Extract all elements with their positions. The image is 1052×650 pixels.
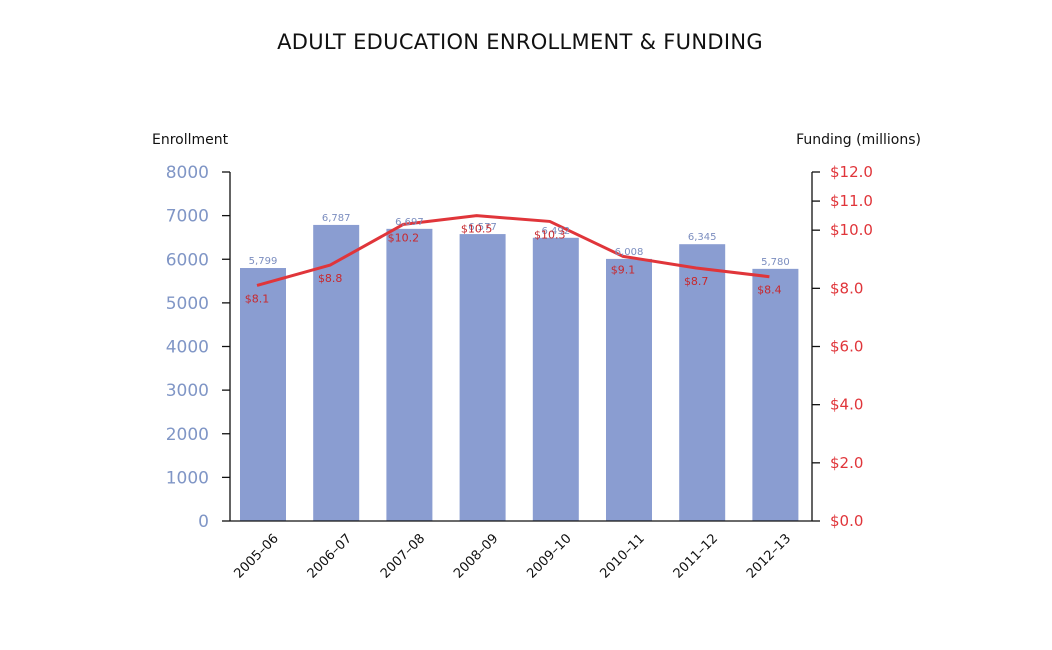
- enrollment-bar: [606, 258, 652, 521]
- labels-layer: 5,799 6,787 6,697 6,577 6,492 6,008 6,345 5,780…: [245, 213, 790, 306]
- x-tick-label: 2012–13: [744, 531, 794, 581]
- x-tick-label: 2005–06: [232, 531, 282, 581]
- left-tick-label: 1000: [166, 468, 209, 488]
- bar-value-label: 6,008: [615, 247, 644, 258]
- bar-value-label: 5,799: [249, 256, 278, 267]
- right-tick-label: $2.0: [830, 454, 863, 472]
- bar-value-label: 6,492: [541, 226, 570, 237]
- right-axis-title: Funding (millions): [796, 132, 921, 148]
- x-tick-label: 2010–11: [598, 531, 648, 581]
- chart-title: ADULT EDUCATION ENROLLMENT & FUNDING: [277, 30, 763, 54]
- enrollment-bar: [459, 234, 506, 521]
- right-tick-label: $4.0: [830, 396, 863, 414]
- enrollment-bar: [386, 228, 433, 521]
- x-tick-label: 2011–12: [671, 531, 721, 581]
- bar-value-label: 6,577: [468, 222, 497, 233]
- x-tick-label: 2008–09: [451, 531, 501, 581]
- left-tick-label: 7000: [166, 207, 209, 227]
- left-tick-label: 2000: [166, 425, 209, 445]
- bar-value-label: 6,345: [688, 232, 717, 243]
- x-tick-label: 2007–08: [378, 531, 428, 581]
- left-tick-label: 4000: [166, 338, 209, 358]
- bars-layer: [240, 224, 799, 522]
- bar-value-label: 6,697: [395, 217, 424, 228]
- line-value-label: $8.4: [757, 284, 782, 297]
- line-value-label: $10.2: [388, 231, 420, 244]
- bar-value-label: 5,780: [761, 257, 790, 268]
- left-tick-label: 3000: [166, 381, 209, 401]
- right-tick-label: $11.0: [830, 192, 873, 210]
- funding-line: [256, 214, 770, 287]
- line-value-label: $10.5: [461, 223, 493, 236]
- enrollment-bar: [679, 244, 726, 521]
- line-value-label: $10.3: [534, 228, 566, 241]
- enrollment-bar: [532, 237, 579, 521]
- x-tick-label: 2006–07: [305, 531, 355, 581]
- bar-value-label: 6,787: [322, 213, 351, 224]
- line-value-label: $8.1: [245, 292, 270, 305]
- right-tick-label: $10.0: [830, 221, 873, 239]
- left-tick-label: 0: [198, 512, 209, 532]
- x-tick-label: 2009–10: [524, 531, 574, 581]
- enrollment-bar: [313, 224, 360, 522]
- right-tick-label: $8.0: [830, 279, 863, 297]
- enrollment-bar: [240, 268, 286, 521]
- enrollment-bar: [752, 268, 799, 521]
- line-layer: [256, 214, 770, 287]
- left-tick-label: 8000: [166, 163, 209, 183]
- left-tick-label: 6000: [166, 250, 209, 270]
- right-tick-label: $6.0: [830, 338, 863, 356]
- left-axis-title: Enrollment: [152, 132, 229, 148]
- right-tick-label: $12.0: [830, 163, 873, 181]
- right-tick-label: $0.0: [830, 512, 863, 530]
- line-value-label: $8.7: [684, 275, 709, 288]
- left-tick-label: 5000: [166, 294, 209, 314]
- line-value-label: $8.8: [318, 272, 343, 285]
- line-value-label: $9.1: [611, 263, 636, 276]
